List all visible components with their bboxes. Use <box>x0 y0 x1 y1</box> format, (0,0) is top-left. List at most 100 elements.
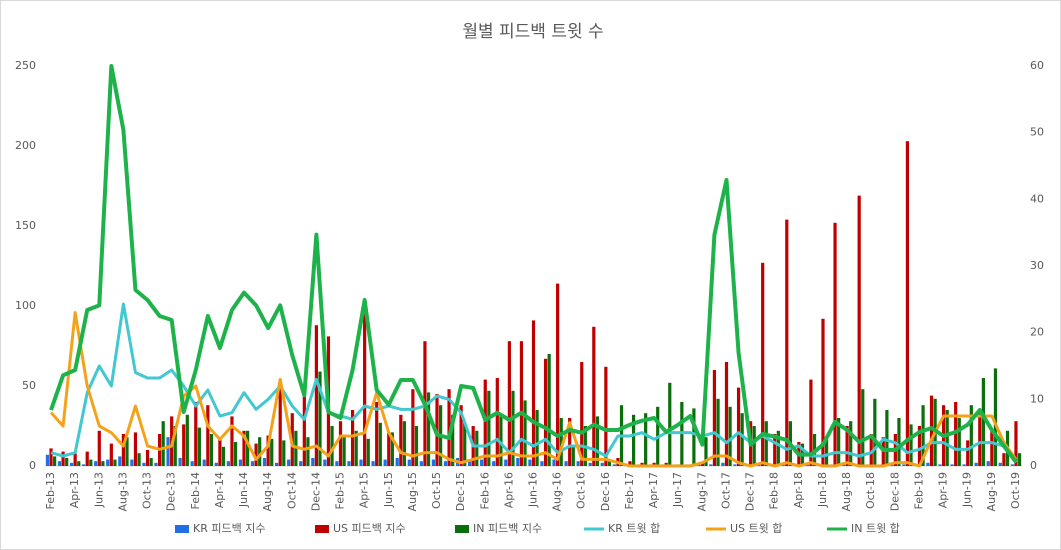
bar <box>559 418 563 466</box>
x-tick-label: Dec-14 <box>309 472 322 511</box>
x-tick-label: Dec-17 <box>744 472 757 511</box>
bar <box>917 426 922 466</box>
bar <box>897 418 901 466</box>
x-tick-label: Apr-16 <box>502 472 515 508</box>
bar <box>1017 453 1022 466</box>
y-tick-label: 50 <box>22 379 36 392</box>
y2-tick-label: 50 <box>1030 126 1044 139</box>
bar <box>724 362 729 466</box>
bar <box>250 461 255 466</box>
bar <box>77 461 81 466</box>
bar <box>519 341 524 466</box>
bar <box>161 421 165 466</box>
bar <box>459 405 463 466</box>
bar <box>728 406 732 466</box>
bar <box>1014 421 1018 466</box>
x-tick-label: Dec-13 <box>165 472 178 511</box>
bar <box>121 434 126 466</box>
bar <box>314 325 318 466</box>
bar <box>1010 464 1014 466</box>
y-tick-label: 150 <box>15 219 36 232</box>
x-tick-label: Jun-15 <box>382 472 395 508</box>
legend-swatch <box>175 525 189 533</box>
bar <box>154 462 158 466</box>
bar <box>202 459 206 466</box>
bar <box>330 426 334 466</box>
bar <box>974 462 978 466</box>
bar <box>53 456 57 466</box>
x-tick-label: Jun-14 <box>237 472 250 508</box>
bar <box>395 458 399 466</box>
bar <box>414 426 419 466</box>
bar <box>89 459 93 466</box>
bar <box>49 448 53 466</box>
x-tick-label: Feb-14 <box>189 472 202 509</box>
bar <box>443 461 448 466</box>
x-tick-label: Aug-18 <box>840 472 853 511</box>
bar <box>588 462 592 466</box>
bar <box>902 464 906 466</box>
bar <box>700 462 704 466</box>
bar <box>214 462 218 466</box>
bar <box>950 464 954 466</box>
bar <box>966 440 970 466</box>
bar <box>962 464 966 466</box>
bar <box>323 459 327 466</box>
x-tick-label: Dec-18 <box>888 472 901 511</box>
bar <box>173 426 177 466</box>
bar <box>209 434 214 466</box>
bar <box>845 426 849 466</box>
bar <box>407 459 411 466</box>
x-tick-label: Apr-18 <box>792 472 805 508</box>
bar <box>130 459 134 466</box>
x-tick-label: Oct-13 <box>141 472 154 509</box>
y2-tick-label: 40 <box>1030 192 1044 205</box>
bar <box>182 424 186 466</box>
y2-tick-label: 60 <box>1030 59 1044 72</box>
bar <box>785 219 789 466</box>
bar <box>419 461 423 466</box>
bar <box>607 459 612 466</box>
line <box>49 311 1018 468</box>
bar <box>258 437 262 466</box>
bar <box>480 459 484 466</box>
bar <box>885 410 889 466</box>
bar <box>149 458 153 466</box>
bar <box>378 422 382 466</box>
bar <box>986 461 990 466</box>
line <box>49 64 1018 464</box>
chart-title: 월별 피드백 트윗 수 <box>462 22 603 42</box>
bar <box>824 437 829 466</box>
bar <box>190 461 194 466</box>
x-tick-label: Apr-19 <box>937 472 950 508</box>
bar <box>402 421 407 466</box>
bar <box>426 392 431 466</box>
x-tick-label: Jun-16 <box>527 472 540 508</box>
x-tick-label: Oct-18 <box>864 472 877 509</box>
bar <box>568 418 572 466</box>
x-tick-label: Feb-16 <box>478 472 491 509</box>
bar <box>145 450 150 466</box>
bar <box>981 378 985 466</box>
bar <box>275 462 279 466</box>
x-tick-label: Feb-18 <box>768 472 781 509</box>
bar <box>383 459 387 466</box>
bar <box>857 195 861 466</box>
bar <box>73 453 77 466</box>
bar <box>709 464 713 466</box>
bar <box>528 459 532 466</box>
bar <box>664 462 668 466</box>
y-tick-label: 0 <box>29 459 36 472</box>
bar <box>375 402 379 466</box>
bar <box>106 459 110 466</box>
y-tick-label: 250 <box>15 59 36 72</box>
bar <box>571 446 575 466</box>
x-tick-label: Apr-13 <box>68 472 81 508</box>
bar <box>467 461 472 466</box>
x-tick-label: Jun-18 <box>816 472 829 508</box>
bar <box>740 413 744 466</box>
bar <box>752 426 756 466</box>
bar <box>238 459 243 466</box>
x-tick-label: Feb-19 <box>912 472 925 509</box>
